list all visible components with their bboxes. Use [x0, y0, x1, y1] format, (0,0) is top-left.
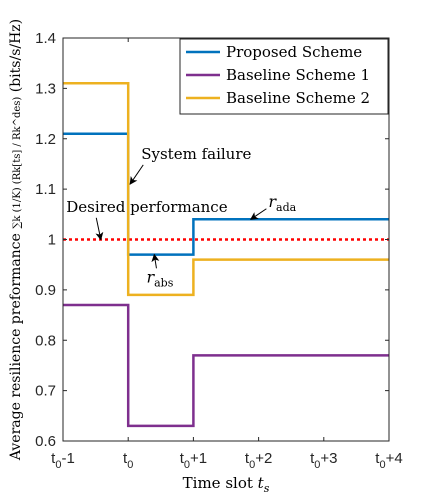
axis-labels: Time slot ts Average resilience preforman… — [8, 19, 270, 495]
annotation-arrow-1 — [129, 164, 144, 185]
annotation-3: rada — [268, 192, 296, 214]
y-tick-label: 0.6 — [35, 433, 56, 450]
y-tick-label: 1.3 — [35, 80, 56, 97]
series-line-3 — [63, 82, 389, 297]
x-tick-label: t0+1 — [180, 450, 207, 471]
legend-label: Baseline Scheme 1 — [226, 66, 370, 84]
x-tick-label: t0+3 — [310, 450, 337, 471]
legend: Proposed Scheme Baseline Scheme 1 Baseline… — [179, 38, 389, 115]
legend-label: Baseline Scheme 2 — [226, 89, 370, 107]
data-layer — [63, 82, 389, 428]
x-tick-label: t0+2 — [245, 450, 272, 471]
legend-label: Proposed Scheme — [226, 43, 362, 61]
y-tick-label: 0.8 — [35, 332, 56, 349]
series-line-2 — [63, 303, 389, 428]
annotation-arrow-2 — [95, 217, 104, 241]
series-line-1 — [63, 132, 389, 256]
y-tick-label: 0.9 — [35, 282, 56, 299]
x-tick-label: t0-1 — [51, 450, 75, 471]
x-tick-label: t0 — [123, 450, 133, 471]
x-axis-label: Time slot ts — [183, 474, 270, 495]
annotation-layer: System failure Desired performance rada rab… — [66, 145, 296, 289]
annotation-1: System failure — [141, 145, 251, 163]
y-axis-label: Average resilience preformance ∑k (1/K) … — [8, 19, 24, 461]
x-tick-label: t0+4 — [375, 450, 402, 471]
y-tick-label: 0.7 — [35, 383, 56, 400]
annotation-arrow-3 — [249, 208, 267, 220]
y-tick-label: 1.2 — [35, 131, 56, 148]
annotation-2: Desired performance — [66, 198, 227, 216]
y-tick-label: 1 — [48, 232, 56, 249]
annotation-arrow-4 — [151, 253, 160, 269]
axes-layer: 0.6 0.7 0.8 0.9 1 1.1 1.2 1.3 1.4 t0-1 t0 t0+1 t0+2 t… — [35, 30, 403, 471]
y-tick-label: 1.4 — [35, 30, 56, 47]
annotation-4: rabs — [146, 267, 173, 289]
y-tick-label: 1.1 — [35, 181, 56, 198]
